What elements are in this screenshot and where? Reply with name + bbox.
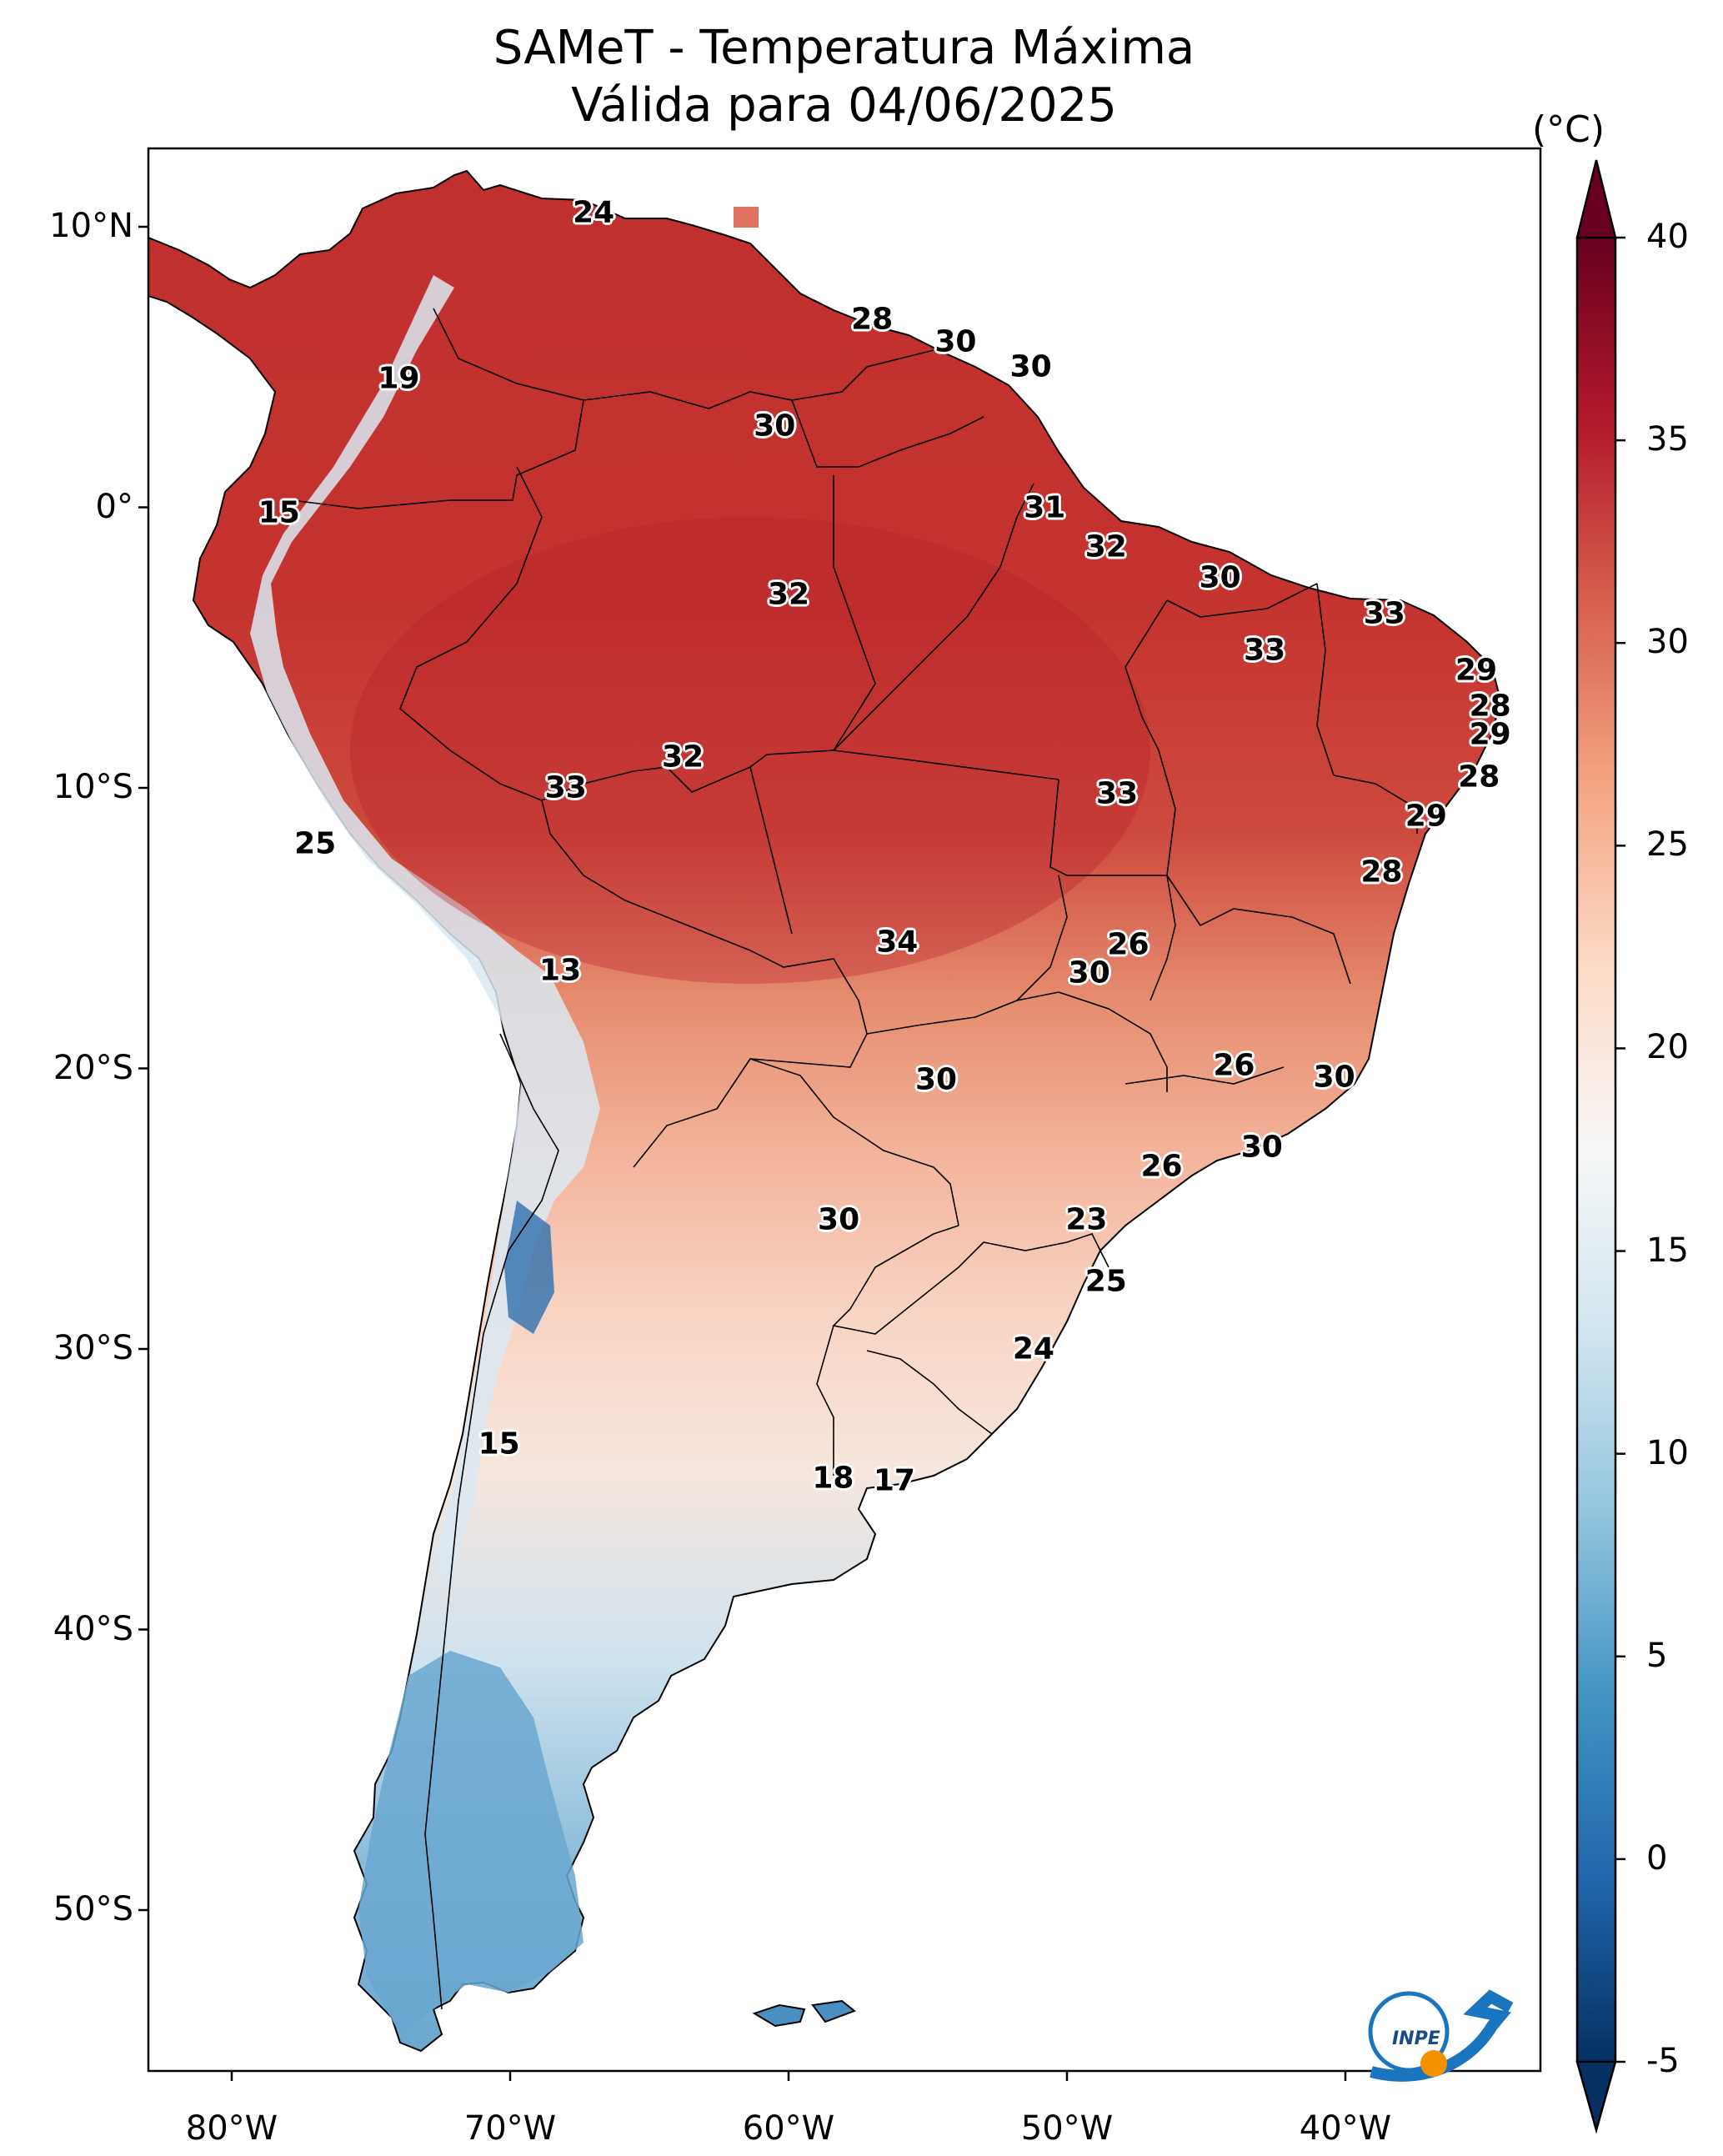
temperature-label: 30 bbox=[1009, 349, 1052, 384]
temperature-label: 32 bbox=[1084, 529, 1127, 564]
temperature-label: 30 bbox=[1313, 1060, 1355, 1095]
colorbar-tick-label: 10 bbox=[1646, 1433, 1689, 1472]
colorbar-tick-label: -5 bbox=[1646, 2042, 1680, 2080]
map-subtitle: Válida para 04/06/2025 bbox=[571, 78, 1117, 133]
temperature-label: 30 bbox=[934, 324, 977, 359]
patagonia-cold bbox=[358, 1651, 584, 2034]
lat-tick-label: 0° bbox=[95, 487, 133, 526]
colorbar-tick-label: 0 bbox=[1646, 1838, 1668, 1878]
temperature-label: 30 bbox=[818, 1202, 860, 1237]
colorbar bbox=[1575, 159, 1625, 2134]
temperature-label: 30 bbox=[1199, 560, 1241, 595]
temperature-label: 30 bbox=[754, 409, 796, 444]
lon-tick-label: 50°W bbox=[1020, 2109, 1114, 2148]
island bbox=[734, 207, 759, 228]
lat-tick-label: 50°S bbox=[53, 1890, 133, 1928]
temperature-label: 30 bbox=[914, 1062, 958, 1097]
colorbar-tick-label: 30 bbox=[1646, 623, 1689, 662]
colorbar-tick-label: 20 bbox=[1646, 1028, 1689, 1067]
lat-tick-label: 10°N bbox=[49, 207, 133, 245]
temperature-label: 33 bbox=[544, 770, 587, 805]
temperature-label: 29 bbox=[1405, 799, 1447, 834]
temperature-label: 28 bbox=[1469, 689, 1511, 724]
temperature-label: 19 bbox=[378, 361, 420, 396]
temperature-label: 31 bbox=[1024, 490, 1066, 524]
lon-tick-label: 60°W bbox=[742, 2109, 835, 2148]
lon-tick-marks bbox=[230, 2071, 1347, 2081]
temperature-label: 15 bbox=[478, 1426, 520, 1462]
colorbar-tick-label: 25 bbox=[1646, 825, 1689, 865]
temperature-label: 33 bbox=[1096, 776, 1139, 811]
lat-tick-label: 30°S bbox=[53, 1329, 133, 1367]
temperature-label: 30 bbox=[1240, 1130, 1283, 1165]
temperature-label: 29 bbox=[1469, 717, 1511, 752]
temperature-label: 26 bbox=[1213, 1048, 1255, 1083]
colorbar-tick-label: 5 bbox=[1646, 1636, 1668, 1675]
inpe-logo: INPE bbox=[1368, 1989, 1514, 2082]
map-title: SAMeT - Temperatura Máxima bbox=[493, 21, 1195, 75]
temperature-label: 18 bbox=[812, 1461, 854, 1496]
temperature-label: 28 bbox=[1458, 760, 1500, 795]
temperature-label: 32 bbox=[767, 577, 810, 612]
colorbar-tick-label: 40 bbox=[1646, 218, 1689, 256]
temperature-label: 28 bbox=[851, 302, 894, 337]
temperature-label: 15 bbox=[258, 495, 300, 530]
temperature-label: 25 bbox=[294, 826, 337, 861]
lat-tick-label: 10°S bbox=[53, 768, 133, 806]
temperature-label: 34 bbox=[876, 925, 919, 960]
temperature-label: 25 bbox=[1084, 1264, 1127, 1299]
lon-tick-label: 40°W bbox=[1299, 2109, 1392, 2148]
temperature-label: 24 bbox=[573, 195, 615, 230]
andes-cold-core bbox=[504, 1201, 554, 1334]
temperature-label: 23 bbox=[1065, 1202, 1108, 1237]
colorbar-tick-label: 35 bbox=[1646, 420, 1689, 459]
colorbar-unit: (°C) bbox=[1532, 108, 1605, 151]
temperature-label: 29 bbox=[1455, 653, 1498, 688]
plot-frame bbox=[147, 147, 1542, 2073]
lat-tick-label: 20°S bbox=[53, 1048, 133, 1087]
temperature-label: 32 bbox=[662, 740, 704, 775]
country-borders bbox=[291, 308, 1418, 2010]
temperature-label: 30 bbox=[1068, 955, 1110, 990]
temperature-label: 28 bbox=[1360, 855, 1403, 890]
hot-core bbox=[350, 517, 1150, 984]
falkland-islands bbox=[752, 1999, 857, 2028]
temperature-label: 33 bbox=[1363, 596, 1405, 631]
temperature-label: 24 bbox=[1012, 1331, 1054, 1366]
lon-tick-label: 70°W bbox=[463, 2109, 557, 2148]
svg-text:INPE: INPE bbox=[1392, 2028, 1440, 2049]
temperature-label: 26 bbox=[1107, 927, 1150, 962]
lat-tick-label: 40°S bbox=[53, 1609, 133, 1648]
temperature-label: 26 bbox=[1140, 1149, 1183, 1184]
temperature-label: 17 bbox=[873, 1463, 915, 1498]
lat-tick-marks bbox=[138, 225, 148, 1912]
temperature-label: 13 bbox=[539, 953, 582, 988]
temperature-label: 33 bbox=[1244, 633, 1286, 668]
lon-tick-label: 80°W bbox=[185, 2109, 278, 2148]
colorbar-tick-label: 15 bbox=[1646, 1231, 1689, 1270]
